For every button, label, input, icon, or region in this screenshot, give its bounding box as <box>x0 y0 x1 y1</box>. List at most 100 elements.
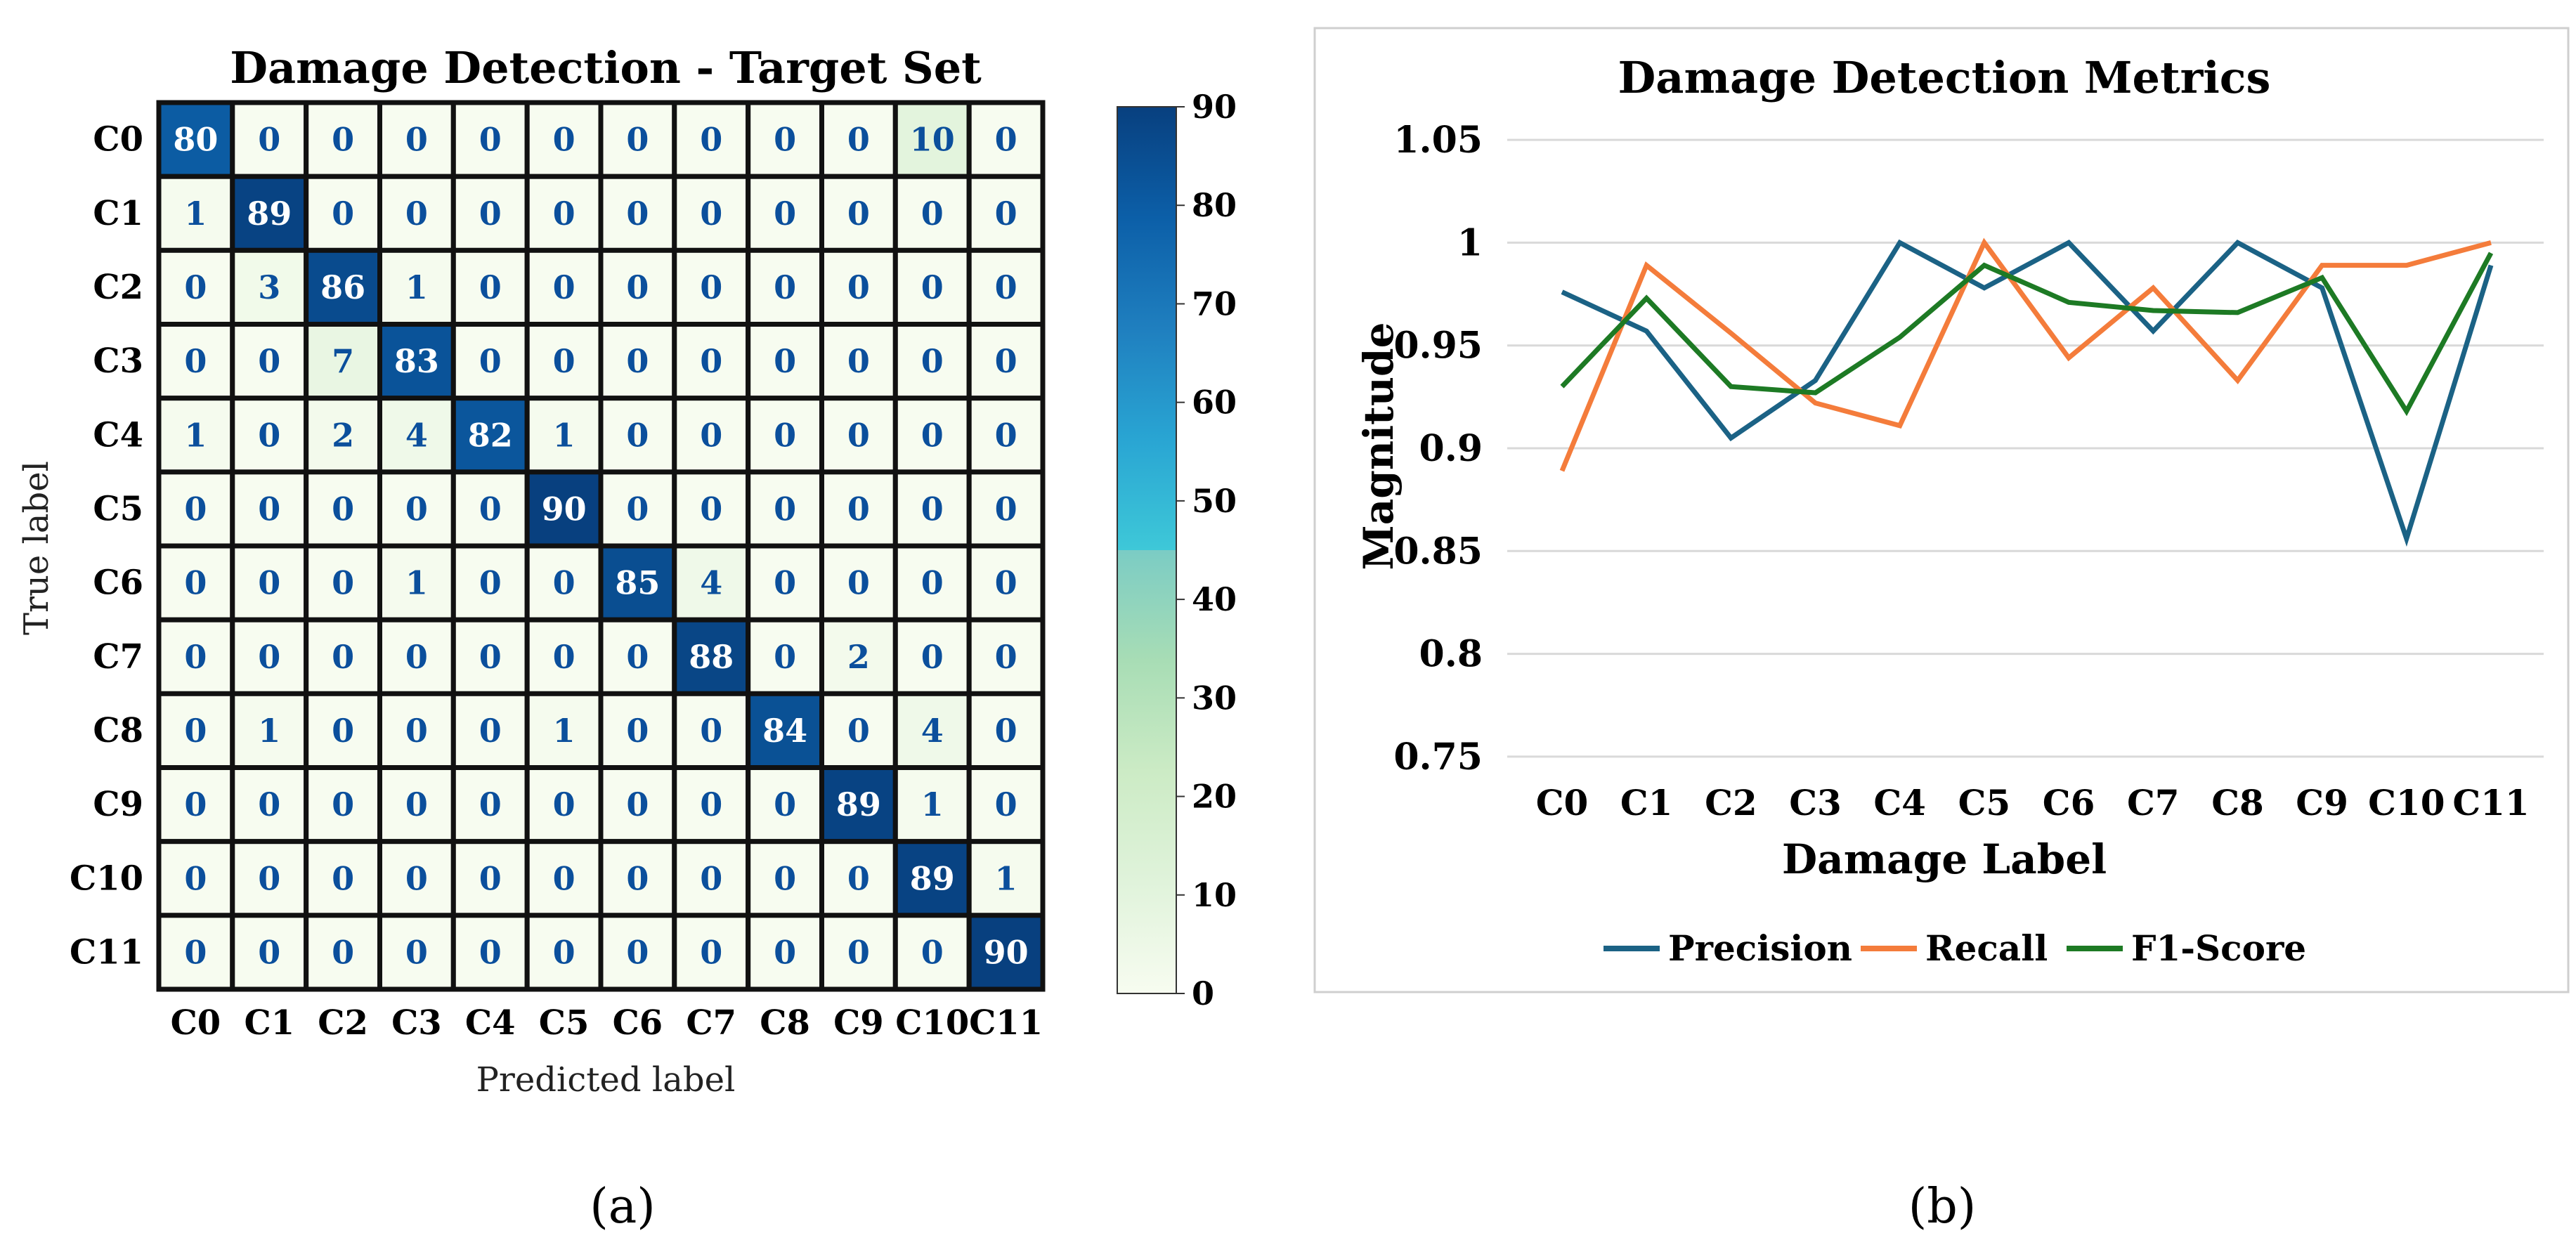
line-series-f1-score <box>1560 252 2494 417</box>
heatmap-cell-value: 0 <box>995 638 1017 676</box>
heatmap-cell-value: 0 <box>332 933 354 971</box>
heatmap-cell-value: 0 <box>479 268 502 306</box>
heatmap-cell-value: 0 <box>626 490 649 528</box>
heatmap-cell-value: 0 <box>995 490 1017 528</box>
heatmap-cell-value: 3 <box>258 268 280 306</box>
heatmap-cell <box>966 543 1046 622</box>
heatmap-cell-value: 0 <box>184 564 207 602</box>
heatmap-y-tick-label: C0 <box>93 120 143 159</box>
heatmap-cell-value: 0 <box>700 342 722 380</box>
heatmap-cell-value: 0 <box>774 638 796 676</box>
heatmap-cell-value: 0 <box>921 933 944 971</box>
heatmap-cell-value: 0 <box>479 638 502 676</box>
heatmap-cell-value: 0 <box>626 786 649 823</box>
legend-label: Precision <box>1668 927 1852 969</box>
heatmap-cell-value: 1 <box>258 712 280 750</box>
heatmap-cell-value: 0 <box>258 564 280 602</box>
heatmap-cell-value: 0 <box>774 342 796 380</box>
line-chart-series <box>1559 237 2494 547</box>
line-series-precision <box>1561 239 2494 547</box>
heatmap-cell <box>230 839 309 918</box>
heatmap-cell-value: 0 <box>258 490 280 528</box>
heatmap-cell-value: 0 <box>921 490 944 528</box>
heatmap-cell-value: 0 <box>995 712 1017 750</box>
heatmap-cell-value: 1 <box>405 268 428 306</box>
heatmap-cell-value: 0 <box>921 416 944 454</box>
heatmap-x-tick-label: C7 <box>686 1003 736 1043</box>
heatmap-cell <box>524 469 604 549</box>
colorbar-tick-label: 40 <box>1192 580 1237 618</box>
heatmap-cell-value: 0 <box>847 342 870 380</box>
heatmap-cell-value: 0 <box>479 712 502 750</box>
line-chart-x-tick-label: C7 <box>2127 782 2180 823</box>
heatmap-y-tick-label: C5 <box>93 489 143 528</box>
heatmap-cell <box>966 691 1046 770</box>
heatmap-cell-value: 0 <box>258 121 280 159</box>
heatmap-cell-value: 0 <box>626 933 649 971</box>
heatmap-cell-value: 4 <box>921 712 944 750</box>
heatmap-cell-value: 0 <box>700 490 722 528</box>
heatmap-cell <box>450 174 530 253</box>
colorbar-tick-label: 20 <box>1192 778 1237 816</box>
heatmap-cell-value: 0 <box>921 342 944 380</box>
heatmap-cell-value: 0 <box>700 786 722 823</box>
heatmap-cell-value: 0 <box>332 121 354 159</box>
heatmap-x-tick-label: C2 <box>318 1003 368 1043</box>
heatmap-cell-value: 0 <box>405 712 428 750</box>
heatmap-cell-value: 0 <box>479 121 502 159</box>
heatmap-cell-value: 0 <box>553 786 575 823</box>
colorbar-tick-label: 10 <box>1192 876 1237 914</box>
heatmap-cell <box>524 839 604 918</box>
colorbar-tick-label: 0 <box>1192 975 1214 1012</box>
heatmap-cell <box>966 247 1046 327</box>
colorbar-tick-label: 80 <box>1192 186 1237 224</box>
heatmap-cell <box>598 617 677 696</box>
heatmap-cell-value: 0 <box>332 786 354 823</box>
heatmap-cell <box>672 174 751 253</box>
heatmap-cell <box>819 913 898 992</box>
heatmap-cell <box>524 396 604 475</box>
line-chart-legend: Precision Recall F1-Score <box>1604 927 2306 969</box>
line-chart-y-tick-label: 0.75 <box>1393 736 1483 778</box>
heatmap-cell <box>156 469 235 549</box>
heatmap-y-tick-label: C9 <box>93 785 143 824</box>
heatmap-x-tick-label: C6 <box>613 1003 663 1043</box>
heatmap-cell-value: 0 <box>700 859 722 897</box>
heatmap-cell-value: 0 <box>332 859 354 897</box>
heatmap-cell-value: 0 <box>921 268 944 306</box>
line-chart-x-tick-label: C5 <box>1958 782 2011 823</box>
heatmap-cell-value: 0 <box>258 786 280 823</box>
heatmap-cell-value: 0 <box>847 195 870 233</box>
heatmap-cell <box>672 839 751 918</box>
heatmap-cell <box>966 617 1046 696</box>
heatmap-cell-value: 0 <box>921 195 944 233</box>
confusion-matrix-panel: Damage Detection - Target Set 80 0 0 0 0 0 0 0 0… <box>17 42 1237 1234</box>
heatmap-cell <box>304 247 383 327</box>
colorbar-tick-label: 70 <box>1192 285 1237 322</box>
heatmap-x-tick-label: C10 <box>895 1003 969 1043</box>
heatmap-cell-value: 0 <box>258 933 280 971</box>
line-chart-x-tick-label: C8 <box>2211 782 2264 823</box>
heatmap-cell <box>598 247 677 327</box>
panel-label-a: (a) <box>590 1179 656 1234</box>
heatmap-cell <box>966 174 1046 253</box>
heatmap-cell-value: 0 <box>184 859 207 897</box>
heatmap-cell-value: 2 <box>847 638 870 676</box>
heatmap-cell <box>598 691 677 770</box>
heatmap-y-tick-label: C2 <box>93 268 143 307</box>
colorbar-tick-label: 90 <box>1192 88 1237 126</box>
heatmap-cell-value: 0 <box>626 638 649 676</box>
heatmap-cell-value: 0 <box>995 786 1017 823</box>
heatmap-cell <box>966 913 1046 992</box>
colorbar-tick-label: 60 <box>1192 384 1237 422</box>
heatmap-x-tick-label: C1 <box>244 1003 294 1043</box>
heatmap-cell-value: 0 <box>847 416 870 454</box>
heatmap-cell <box>450 617 530 696</box>
heatmap-cell <box>819 322 898 401</box>
heatmap-cell-value: 90 <box>984 933 1029 971</box>
heatmap-cell-value: 0 <box>258 638 280 676</box>
heatmap-cell-value: 0 <box>847 859 870 897</box>
heatmap-x-tick-label: C11 <box>969 1003 1043 1043</box>
line-chart-y-tick-label: 0.8 <box>1419 633 1483 676</box>
heatmap-cell-value: 0 <box>184 342 207 380</box>
